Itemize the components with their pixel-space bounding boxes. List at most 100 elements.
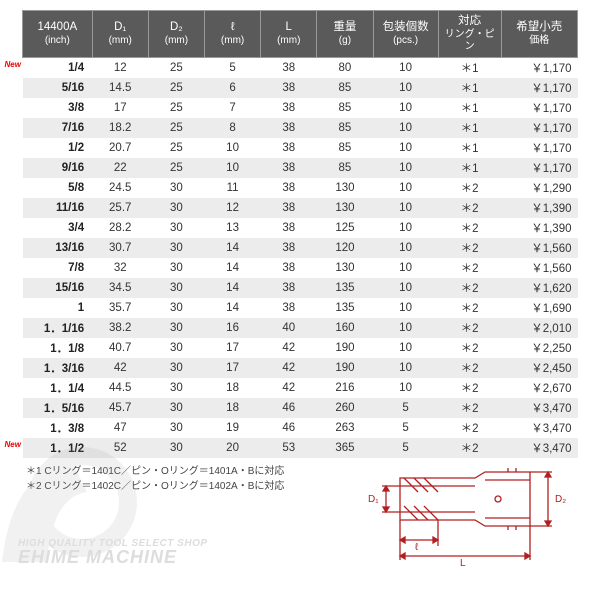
table-row: 7/1618.2258388510＊1￥1,170 [23, 118, 578, 138]
cell: 5/8 [23, 178, 93, 198]
cell: 120 [317, 238, 373, 258]
cell: ＊2 [438, 358, 501, 378]
table-row: New1/412255388010＊1￥1,170 [23, 57, 578, 78]
cell: 46 [261, 418, 317, 438]
cell: 14 [204, 278, 260, 298]
cell: 38 [261, 298, 317, 318]
cell: ＊2 [438, 398, 501, 418]
cell: ￥1,690 [501, 298, 577, 318]
cell: 190 [317, 338, 373, 358]
cell: ￥1,170 [501, 98, 577, 118]
cell: 38 [261, 238, 317, 258]
cell: 14 [204, 298, 260, 318]
cell: 12 [204, 198, 260, 218]
table-row: 1．1/444.530184221610＊2￥2,670 [23, 378, 578, 398]
cell: 5 [373, 398, 438, 418]
cell: 10 [373, 338, 438, 358]
cell: 25 [148, 57, 204, 78]
table-row: 135.730143813510＊2￥1,690 [23, 298, 578, 318]
cell: ＊2 [438, 278, 501, 298]
table-row: 1．1/1638.230164016010＊2￥2,010 [23, 318, 578, 338]
cell: 15/16 [23, 278, 93, 298]
cell: 30 [148, 418, 204, 438]
cell: 20 [204, 438, 260, 458]
watermark-text: HIGH QUALITY TOOL SELECT SHOP EHIME MACH… [18, 538, 208, 568]
cell: 85 [317, 78, 373, 98]
cell: 46 [261, 398, 317, 418]
cell: 160 [317, 318, 373, 338]
cell: 22 [92, 158, 148, 178]
cell: 19 [204, 418, 260, 438]
cell: 30 [148, 178, 204, 198]
cell: 38 [261, 218, 317, 238]
cell: ＊2 [438, 338, 501, 358]
cell: 30 [148, 358, 204, 378]
cell: ￥1,390 [501, 198, 577, 218]
cell: 38.2 [92, 318, 148, 338]
cell: ￥1,390 [501, 218, 577, 238]
cell: 13/16 [23, 238, 93, 258]
cell: 25 [148, 138, 204, 158]
cell: 10 [373, 358, 438, 378]
col-header-2: D₂(mm) [148, 11, 204, 58]
cell: 12 [92, 57, 148, 78]
new-badge: New [5, 60, 21, 69]
cell: 42 [261, 358, 317, 378]
cell: 10 [373, 318, 438, 338]
cell: 135 [317, 278, 373, 298]
cell: 47 [92, 418, 148, 438]
cell: ￥1,560 [501, 258, 577, 278]
cell: 9/16 [23, 158, 93, 178]
cell: 25 [148, 98, 204, 118]
cell: ＊2 [438, 378, 501, 398]
cell: ＊2 [438, 198, 501, 218]
cell: 32 [92, 258, 148, 278]
cell: 38 [261, 178, 317, 198]
cell: ＊2 [438, 318, 501, 338]
cell: 216 [317, 378, 373, 398]
cell: ＊2 [438, 418, 501, 438]
cell: 45.7 [92, 398, 148, 418]
cell: ￥2,670 [501, 378, 577, 398]
cell: 30 [148, 278, 204, 298]
col-header-6: 包装個数(pcs.) [373, 11, 438, 58]
cell: 6 [204, 78, 260, 98]
cell: ￥3,470 [501, 398, 577, 418]
cell: 30 [148, 338, 204, 358]
cell: 42 [92, 358, 148, 378]
cell: 18 [204, 398, 260, 418]
cell: 35.7 [92, 298, 148, 318]
col-header-0: 14400A(inch) [23, 11, 93, 58]
table-row: 5/1614.5256388510＊1￥1,170 [23, 78, 578, 98]
cell: 10 [204, 138, 260, 158]
cell: ＊2 [438, 238, 501, 258]
table-row: 11/1625.730123813010＊2￥1,390 [23, 198, 578, 218]
cell: ＊2 [438, 258, 501, 278]
cell: New1/4 [23, 57, 93, 78]
table-row: 9/16222510388510＊1￥1,170 [23, 158, 578, 178]
cell: 18.2 [92, 118, 148, 138]
cell: 25 [148, 118, 204, 138]
diagram-label-d2: D₂ [555, 494, 566, 505]
cell: 7 [204, 98, 260, 118]
cell: 130 [317, 198, 373, 218]
cell: 1．3/16 [23, 358, 93, 378]
cell: ￥1,170 [501, 78, 577, 98]
table-row: 7/83230143813010＊2￥1,560 [23, 258, 578, 278]
cell: ￥2,450 [501, 358, 577, 378]
cell: ＊1 [438, 57, 501, 78]
cell: ＊2 [438, 178, 501, 198]
cell: 10 [373, 218, 438, 238]
cell: 130 [317, 258, 373, 278]
cell: 30 [148, 198, 204, 218]
table-row: 1/220.72510388510＊1￥1,170 [23, 138, 578, 158]
cell: ￥1,170 [501, 118, 577, 138]
cell: 5 [373, 418, 438, 438]
col-header-1: D₁(mm) [92, 11, 148, 58]
cell: 20.7 [92, 138, 148, 158]
cell: 38 [261, 198, 317, 218]
cell: 38 [261, 57, 317, 78]
cell: 38 [261, 78, 317, 98]
cell: 44.5 [92, 378, 148, 398]
cell: 125 [317, 218, 373, 238]
